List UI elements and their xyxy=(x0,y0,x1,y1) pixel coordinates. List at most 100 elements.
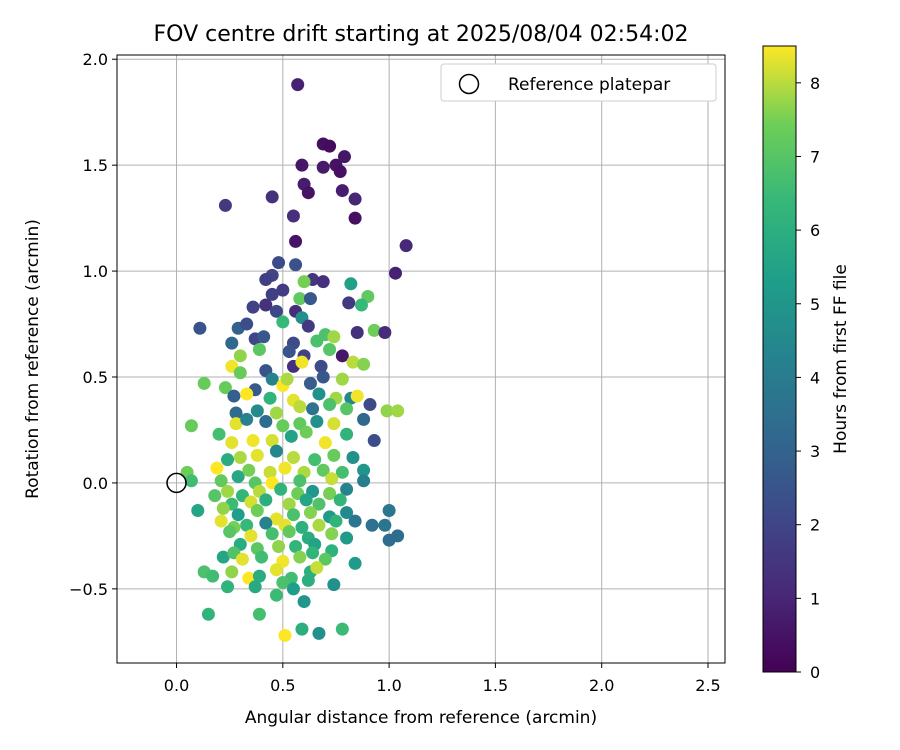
data-point xyxy=(325,527,339,541)
data-point xyxy=(229,406,243,420)
legend-entry: Reference platepar xyxy=(508,75,670,95)
data-point xyxy=(340,506,354,520)
data-point xyxy=(295,158,309,172)
data-point xyxy=(293,474,307,488)
data-point xyxy=(340,531,354,545)
data-point xyxy=(225,436,239,450)
grid-lines xyxy=(117,55,725,663)
data-point xyxy=(310,414,324,428)
data-point xyxy=(327,578,341,592)
reference-marker xyxy=(166,472,187,494)
data-point xyxy=(382,503,396,517)
data-point xyxy=(272,539,286,553)
data-point xyxy=(312,387,326,401)
x-tick-label: 1.0 xyxy=(376,676,401,695)
data-point xyxy=(306,546,320,560)
data-point xyxy=(388,266,402,280)
data-point xyxy=(240,518,254,532)
data-point xyxy=(327,417,341,431)
data-point xyxy=(299,425,313,439)
data-point xyxy=(357,463,371,477)
data-point xyxy=(265,434,279,448)
data-point xyxy=(252,342,266,356)
x-tick-label: 0.5 xyxy=(270,676,295,695)
data-point xyxy=(365,518,379,532)
data-point xyxy=(208,489,222,503)
x-axis-ticks: 0.0 0.5 1.0 1.5 2.0 2.5 xyxy=(164,663,721,695)
data-point xyxy=(229,417,243,431)
data-point xyxy=(295,520,309,534)
colorbar-tick-label: 5 xyxy=(810,295,820,314)
data-point xyxy=(257,330,271,344)
data-point xyxy=(335,622,349,636)
legend-marker-icon xyxy=(458,73,480,95)
data-point xyxy=(293,292,307,306)
data-point xyxy=(214,514,228,528)
data-point xyxy=(399,239,413,253)
data-point xyxy=(323,398,337,412)
data-point xyxy=(301,573,315,587)
data-point xyxy=(276,419,290,433)
data-point xyxy=(184,419,198,433)
data-point xyxy=(323,342,337,356)
data-point xyxy=(335,372,349,386)
data-point xyxy=(306,402,320,416)
plot-frame xyxy=(116,54,726,664)
data-point xyxy=(278,628,292,642)
data-point xyxy=(218,381,232,395)
data-point xyxy=(337,150,351,164)
data-point xyxy=(289,539,303,553)
data-point xyxy=(276,315,290,329)
data-point xyxy=(272,256,286,270)
data-point xyxy=(327,330,341,344)
data-point xyxy=(391,404,405,418)
data-point xyxy=(312,497,326,511)
data-point xyxy=(380,404,394,418)
data-point xyxy=(289,234,303,248)
data-point xyxy=(286,508,300,522)
y-tick-label: 0.5 xyxy=(83,368,108,387)
data-point xyxy=(259,298,273,312)
data-point xyxy=(350,326,364,340)
data-point xyxy=(246,300,260,314)
data-point xyxy=(378,518,392,532)
data-point xyxy=(252,607,266,621)
data-point xyxy=(235,552,249,566)
data-point xyxy=(250,448,264,462)
data-point xyxy=(218,198,232,212)
data-point xyxy=(363,398,377,412)
colorbar-gradient xyxy=(762,45,797,673)
data-point xyxy=(269,304,283,318)
data-point xyxy=(269,444,283,458)
legend: Reference platepar xyxy=(440,63,717,102)
data-point xyxy=(282,345,296,359)
data-point xyxy=(291,78,305,92)
data-point xyxy=(210,461,224,475)
y-axis-ticks: −0.5 0.0 0.5 1.0 1.5 2.0 xyxy=(69,50,117,599)
data-point xyxy=(335,184,349,198)
y-tick-label: 1.5 xyxy=(83,156,108,175)
data-point xyxy=(310,334,324,348)
data-point xyxy=(357,474,371,488)
data-point xyxy=(250,404,264,418)
data-point xyxy=(269,406,283,420)
data-point xyxy=(276,575,290,589)
data-point xyxy=(293,550,307,564)
data-point xyxy=(221,453,235,467)
data-point xyxy=(231,508,245,522)
data-point xyxy=(344,277,358,291)
data-point xyxy=(295,355,309,369)
data-point xyxy=(280,372,294,386)
data-point xyxy=(297,275,311,289)
data-point xyxy=(231,470,245,484)
data-point xyxy=(265,527,279,541)
data-point xyxy=(284,429,298,443)
data-point xyxy=(278,461,292,475)
colorbar-tick-label: 8 xyxy=(810,74,820,93)
data-point xyxy=(333,493,347,507)
data-point xyxy=(274,482,288,496)
data-point xyxy=(263,391,277,405)
data-point xyxy=(191,503,205,517)
data-point xyxy=(350,389,364,403)
data-point xyxy=(240,317,254,331)
